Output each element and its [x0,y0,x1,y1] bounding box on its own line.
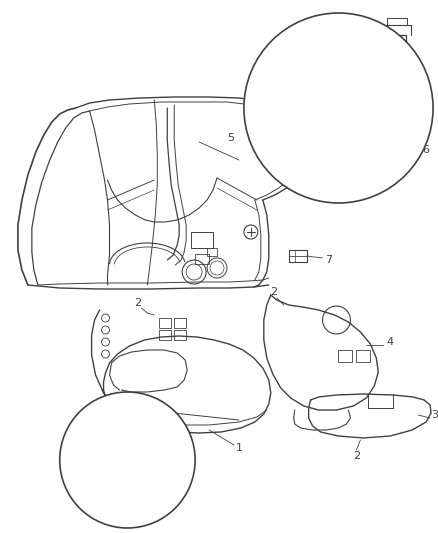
Bar [174,330,186,340]
Bar [207,248,216,256]
Text: 7: 7 [324,255,331,265]
Text: 9: 9 [144,493,151,503]
Bar [159,330,171,340]
Text: 5: 5 [227,133,234,143]
Text: 4: 4 [386,337,393,347]
Bar [338,350,352,362]
Text: 8: 8 [82,445,89,455]
Bar [356,350,370,362]
Text: 2: 2 [314,137,321,147]
Text: 2: 2 [352,451,359,461]
Text: 2: 2 [314,137,321,147]
Text: 1: 1 [235,443,242,453]
Text: 3: 3 [431,410,438,420]
Text: 2: 2 [134,298,141,308]
Bar [174,318,186,328]
Bar [191,232,212,248]
Bar [159,318,171,328]
Circle shape [244,13,432,203]
Text: 6: 6 [422,145,429,155]
Bar [194,254,208,264]
Text: 2: 2 [270,287,277,297]
Circle shape [60,392,194,528]
